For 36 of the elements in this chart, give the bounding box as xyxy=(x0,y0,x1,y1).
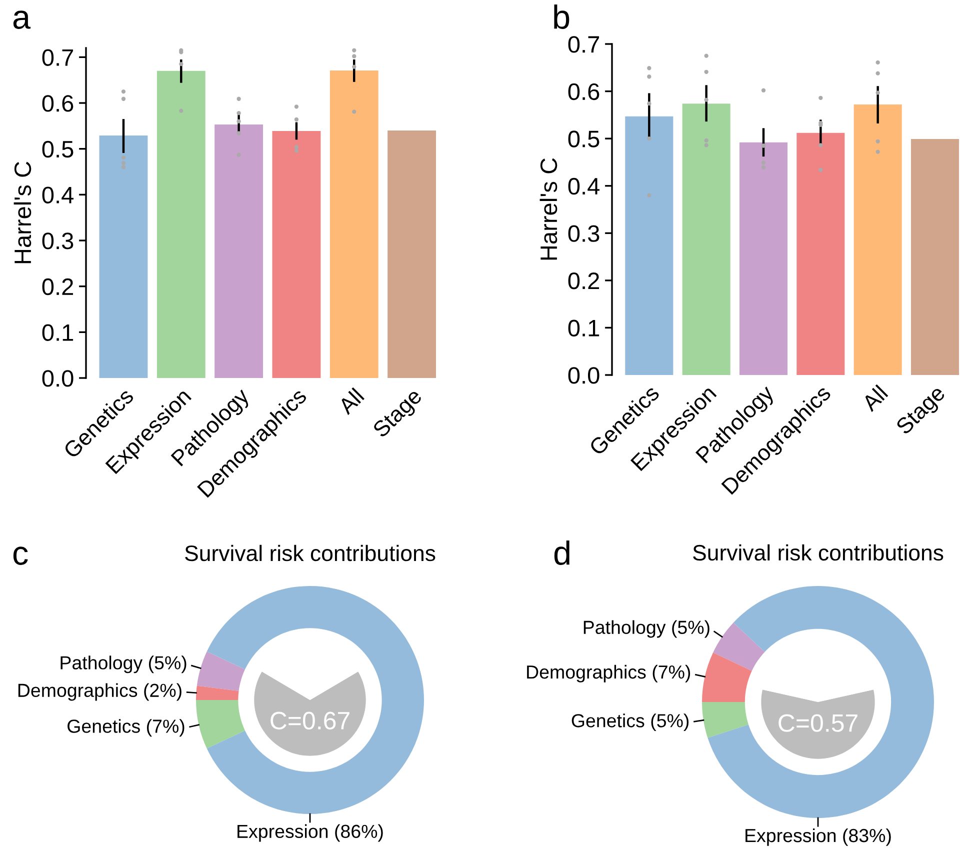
text: d xyxy=(554,540,570,565)
data-label: C=0.67 xyxy=(270,712,350,730)
chart-title: Survival risk contributions xyxy=(693,544,944,561)
y-tick-label: 0.1 xyxy=(42,324,74,341)
y-tick-label: 0.3 xyxy=(42,232,74,250)
data-label: C=0.57 xyxy=(778,714,858,732)
y-tick-label: 0.4 xyxy=(42,186,74,204)
data-label: Demographics (2%) xyxy=(18,683,182,701)
y-tick-label: 0.6 xyxy=(42,95,74,112)
y-axis-title: Harrel's C xyxy=(540,158,558,260)
data-label: Pathology (5%) xyxy=(584,620,710,638)
data-label: Genetics (5%) xyxy=(572,714,689,732)
x-tick-label: All xyxy=(336,387,364,416)
data-label: Pathology (5%) xyxy=(60,656,186,674)
y-tick-label: 0.1 xyxy=(568,320,600,336)
x-tick-label: All xyxy=(860,384,888,412)
data-label: Expression (86%) xyxy=(238,824,383,842)
chart-title: Survival risk contributions xyxy=(185,544,436,562)
y-axis-title: Harrel's C xyxy=(14,162,32,264)
y-tick-label: 0.0 xyxy=(42,370,74,387)
text: b xyxy=(554,4,570,29)
y-tick-label: 0.7 xyxy=(568,36,600,53)
text: c xyxy=(13,546,28,565)
y-tick-label: 0.0 xyxy=(568,367,600,384)
y-tick-label: 0.2 xyxy=(568,272,600,290)
y-tick-label: 0.3 xyxy=(568,225,600,242)
y-tick-label: 0.7 xyxy=(42,49,74,66)
y-tick-label: 0.5 xyxy=(42,140,74,158)
data-label: Genetics (7%) xyxy=(68,719,184,737)
data-label: Expression (83%) xyxy=(746,828,891,846)
y-tick-label: 0.4 xyxy=(568,178,600,195)
data-label: Demographics (7%) xyxy=(527,664,690,682)
y-tick-label: 0.6 xyxy=(568,83,600,100)
text: a xyxy=(13,10,31,29)
y-tick-label: 0.5 xyxy=(568,130,600,148)
y-tick-label: 0.2 xyxy=(42,278,74,296)
